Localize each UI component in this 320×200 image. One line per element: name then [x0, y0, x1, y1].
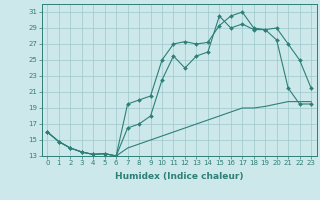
X-axis label: Humidex (Indice chaleur): Humidex (Indice chaleur): [115, 172, 244, 181]
